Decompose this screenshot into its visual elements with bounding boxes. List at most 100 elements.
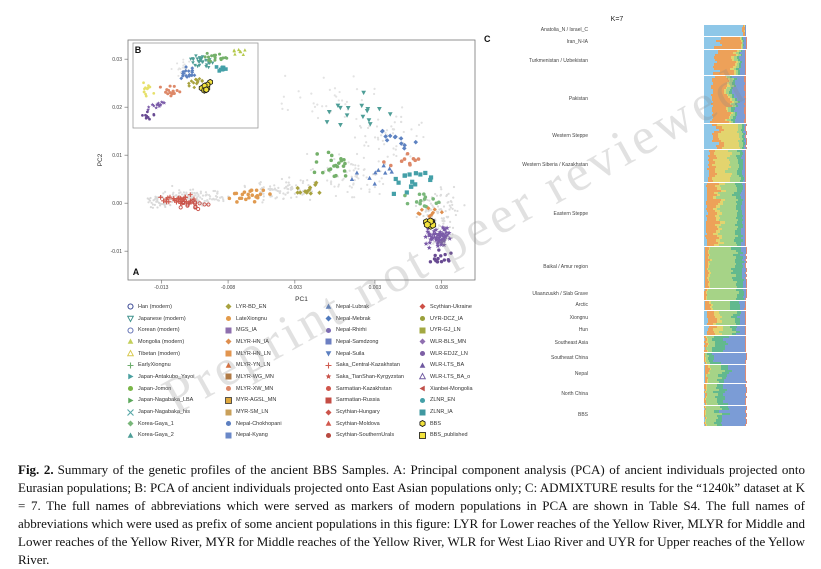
pca-legend: Han (modern) Japanese (modern) Korean (mod… xyxy=(126,301,486,441)
legend-label: MLYR-WG_MN xyxy=(236,373,274,380)
legend-label: MYR-AGSL_MN xyxy=(236,397,277,404)
svg-text:0.003: 0.003 xyxy=(369,285,382,291)
legend-item: Han (modern) xyxy=(126,301,224,313)
admixture-bar xyxy=(704,150,746,182)
svg-text:-0.008: -0.008 xyxy=(221,285,235,291)
legend-item: ZLNR_IA xyxy=(418,406,486,418)
admixture-group-label: Anatolia_N / Israel_C xyxy=(540,27,588,34)
pca-panel: -0.013 -0.008 -0.003 0.003 0.008 0.03 0.02 0.01… xyxy=(97,39,476,303)
admixture-bar xyxy=(704,289,746,301)
admixture-group-label: Baikal / Amur region xyxy=(543,264,588,270)
admixture-group: Eastern Steppe xyxy=(488,182,746,247)
circle-marker-icon xyxy=(225,421,232,427)
legend-label: Scythian-Moldova xyxy=(336,420,380,427)
circle-marker-icon xyxy=(325,386,332,392)
square-marker-icon xyxy=(225,432,232,439)
svg-text:-0.013: -0.013 xyxy=(154,285,168,291)
legend-label: LateXiongnu xyxy=(236,315,267,322)
admixture-group-label: Xiongnu xyxy=(569,314,588,321)
legend-label: Tibetan (modern) xyxy=(138,350,180,357)
legend-item: Sarmatian-Kazakhstan xyxy=(324,383,418,395)
legend-item: Nepal-Suila xyxy=(324,348,418,360)
admixture-bar xyxy=(704,311,746,325)
legend-label: MLYR-HN_LN xyxy=(236,350,271,357)
legend-label: LYR-BD_EN xyxy=(236,303,267,310)
circle-marker-icon xyxy=(127,303,134,310)
admixture-group: Western Siberia / Kazakhstan xyxy=(488,150,746,182)
legend-item: Nepal-Lubrak xyxy=(324,301,418,313)
svg-text:PC2: PC2 xyxy=(97,153,104,166)
svg-text:B: B xyxy=(135,45,142,55)
legend-label: Sarmatian-Kazakhstan xyxy=(336,385,392,392)
svg-text:0.008: 0.008 xyxy=(435,285,448,291)
admixture-group: Western Steppe xyxy=(488,124,746,150)
admixture-groups: Anatolia_N / Israel_C Iran_N-IA Turkmenist… xyxy=(488,25,746,427)
legend-label: Japan-Antakubo_Yayoi xyxy=(138,373,195,380)
plus-marker-icon xyxy=(127,362,134,369)
admixture-group-label: North China xyxy=(561,390,588,397)
legend-item: Scythian-Ukraine xyxy=(418,301,486,313)
legend-label: WLR-BLS_MN xyxy=(430,338,467,345)
legend-item: Scythian-Moldova xyxy=(324,418,418,430)
circle-marker-icon xyxy=(225,315,232,322)
legend-item: Korea-Gaya_2 xyxy=(126,430,224,442)
legend-item: Japan-Jomon xyxy=(126,383,224,395)
triangle-marker-icon xyxy=(325,303,332,310)
legend-item: MLYR-HN_IA xyxy=(224,336,324,348)
legend-label: WLR-LTS_BA_o xyxy=(430,373,471,380)
square-marker-icon xyxy=(225,373,232,380)
square-marker-icon xyxy=(325,397,332,404)
legend-label: WLR-EDJZ_LN xyxy=(430,350,468,357)
triangle-right-marker-icon xyxy=(128,374,134,380)
svg-text:-0.003: -0.003 xyxy=(288,285,302,291)
admixture-bar xyxy=(704,37,746,49)
admixture-group: Turkmenistan / Uzbekistan xyxy=(488,49,746,75)
plus-marker-icon xyxy=(325,362,332,369)
legend-label: UYR-DCZ_IA xyxy=(430,315,464,322)
panel-c-label: C xyxy=(484,34,491,44)
legend-item: MLYR-YN_LN xyxy=(224,359,324,371)
legend-label: MGS_IA xyxy=(236,327,257,334)
legend-item: EarlyXiongnu xyxy=(126,359,224,371)
legend-item: MGS_IA xyxy=(224,324,324,336)
legend-item: MYR-SM_LN xyxy=(224,406,324,418)
admixture-group-label: Pakistan xyxy=(568,95,588,102)
pca-points-a xyxy=(146,74,466,264)
legend-item: WLR-LTS_BA_o xyxy=(418,371,486,383)
legend-label: BBS_published xyxy=(430,432,468,439)
legend-label: Nepal-Kyang xyxy=(236,432,268,439)
admixture-group-label: Ulaanzuukh / Slab Grave xyxy=(532,291,588,298)
legend-label: Nepal-Suila xyxy=(336,350,365,357)
star-marker-icon xyxy=(325,373,332,380)
admixture-group-label: Southeast China xyxy=(551,354,588,361)
admixture-group-label: Hun xyxy=(578,326,588,333)
admixture-group-label: Arctic xyxy=(575,302,589,309)
square-marker-icon xyxy=(225,327,232,334)
legend-item: Korean (modern) xyxy=(126,324,224,336)
triangle-marker-icon xyxy=(126,349,135,357)
legend-item: Japan-Nagabaka_his xyxy=(126,406,224,418)
circle-marker-icon xyxy=(325,432,332,438)
admixture-bar xyxy=(704,352,746,365)
svg-text:-0.01: -0.01 xyxy=(111,249,123,255)
circle-marker-icon xyxy=(127,327,134,334)
circle-marker-icon xyxy=(325,327,332,333)
admixture-group-label: Nepal xyxy=(574,370,588,377)
cross-marker-icon xyxy=(127,408,134,416)
legend-label: ZLNR_IA xyxy=(430,409,453,416)
legend-item: MLYR-HN_LN xyxy=(224,348,324,360)
legend-label: Japanese (modern) xyxy=(138,315,186,322)
svg-text:A: A xyxy=(133,267,140,277)
admixture-group-label: Turkmenistan / Uzbekistan xyxy=(528,58,588,65)
admixture-group: Ulaanzuukh / Slab Grave xyxy=(488,289,746,301)
legend-label: Japan-Jomon xyxy=(138,385,172,392)
legend-item: Scythian-Hungary xyxy=(324,406,418,418)
legend-label: Nepal-Mebrak xyxy=(336,315,371,322)
legend-item: LYR-BD_EN xyxy=(224,301,324,313)
svg-text:0.01: 0.01 xyxy=(112,153,122,159)
admixture-bar xyxy=(704,384,746,405)
legend-label: MLYR-HN_IA xyxy=(236,338,269,345)
svg-text:0.03: 0.03 xyxy=(112,57,122,63)
triangle-marker-icon xyxy=(127,338,134,345)
legend-label: Nepal-Lubrak xyxy=(336,303,370,310)
